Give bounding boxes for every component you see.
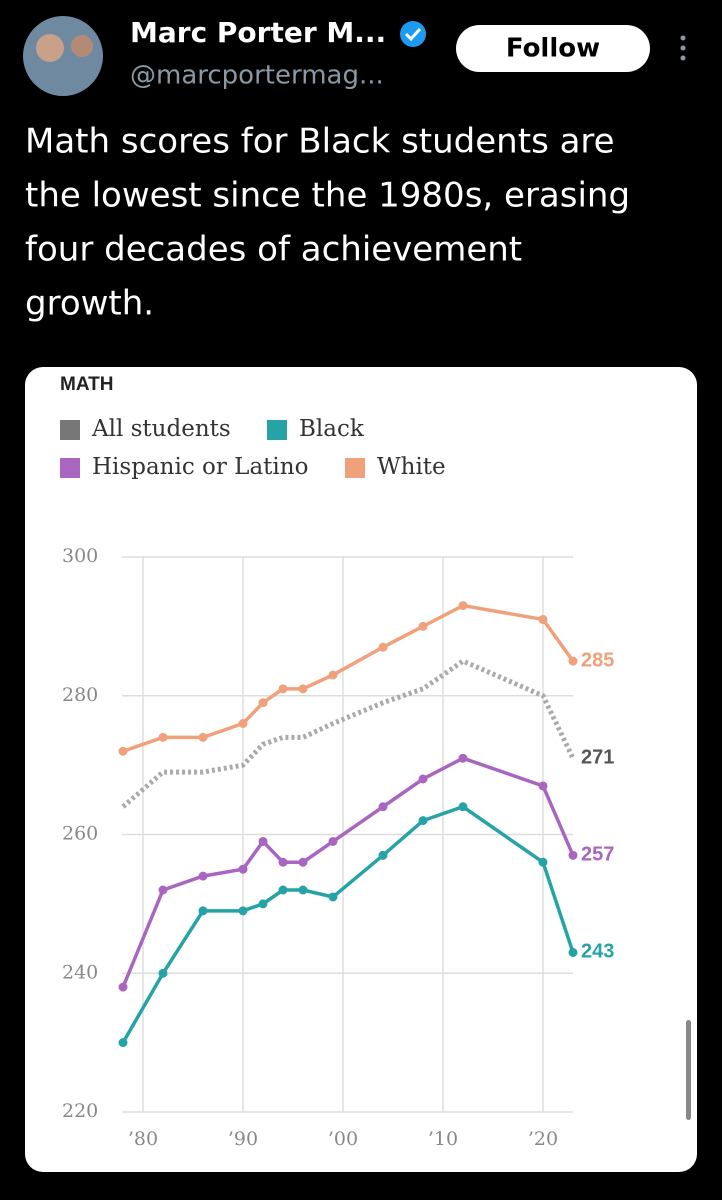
data-point <box>568 656 578 666</box>
x-tick-label: ’90 <box>228 1128 258 1150</box>
data-point <box>278 885 288 895</box>
data-point <box>328 670 338 680</box>
badge <box>400 21 426 47</box>
tweet-text-line: four decades of achievement <box>25 230 522 270</box>
end-label: 285 <box>581 649 614 671</box>
dot <box>680 35 686 41</box>
data-point <box>298 885 308 895</box>
badge-check <box>404 27 422 42</box>
y-tick-label: 300 <box>62 545 98 567</box>
end-label: 243 <box>581 941 614 963</box>
avatar-face <box>71 35 93 57</box>
data-point <box>568 850 578 860</box>
end-label: 271 <box>581 746 614 768</box>
data-point <box>198 906 208 916</box>
data-point <box>538 614 548 624</box>
data-point <box>538 781 548 791</box>
follow-button[interactable] <box>456 25 650 72</box>
follow-label: Follow <box>506 34 600 64</box>
author-name[interactable]: Marc Porter M... <box>130 16 386 49</box>
legend-swatch <box>60 420 80 440</box>
tweet-text-line: Math scores for Black students are <box>25 122 615 162</box>
data-point <box>118 746 128 756</box>
data-point <box>378 850 388 860</box>
data-point <box>458 753 468 763</box>
dot <box>680 45 686 51</box>
tweet-text-line: the lowest since the 1980s, erasing <box>25 176 630 216</box>
data-point <box>158 885 168 895</box>
data-point <box>458 601 468 611</box>
x-tick-label: ’10 <box>428 1128 458 1150</box>
data-point <box>278 684 288 694</box>
data-point <box>538 857 548 867</box>
legend-label: All students <box>91 416 231 442</box>
data-point <box>568 947 578 957</box>
data-point <box>238 719 248 728</box>
x-tick-label: ’20 <box>528 1128 558 1150</box>
avatar-face <box>36 34 64 62</box>
data-point <box>198 732 208 742</box>
data-point <box>458 802 468 812</box>
verified-badge <box>400 21 426 47</box>
data-point <box>278 857 288 867</box>
y-tick-label: 220 <box>62 1100 98 1122</box>
legend-swatch <box>60 458 80 478</box>
data-point <box>328 892 338 902</box>
chart-card[interactable] <box>25 367 697 1172</box>
legend-label: Hispanic or Latino <box>92 454 308 480</box>
data-point <box>328 836 338 846</box>
data-point <box>258 698 268 708</box>
data-point <box>198 871 208 881</box>
data-point <box>378 642 388 652</box>
data-point <box>418 621 428 631</box>
author-handle[interactable]: @marcportermag... <box>130 61 384 91</box>
data-point <box>118 982 128 992</box>
data-point <box>158 968 168 978</box>
end-label: 257 <box>581 844 614 866</box>
legend-label: Black <box>299 416 365 442</box>
chart-title: MATH <box>60 374 113 395</box>
legend-swatch <box>267 420 287 440</box>
scrollbar <box>686 1020 691 1120</box>
data-point <box>238 906 248 916</box>
data-point <box>258 836 268 846</box>
tweet-text-line: growth. <box>25 284 154 324</box>
series-line <box>121 658 576 809</box>
data-point <box>258 899 268 909</box>
more-menu[interactable] <box>680 35 686 61</box>
y-tick-label: 280 <box>62 684 98 706</box>
data-point <box>418 816 428 826</box>
legend-swatch <box>345 458 365 478</box>
data-point <box>238 864 248 874</box>
avatar[interactable] <box>23 16 103 96</box>
dot <box>680 55 686 61</box>
data-point <box>158 732 168 742</box>
legend-label: White <box>377 454 446 480</box>
y-tick-label: 240 <box>62 961 98 983</box>
data-point <box>298 684 308 694</box>
x-tick-label: ’80 <box>128 1128 158 1150</box>
data-point <box>118 1038 128 1048</box>
data-point <box>378 802 388 812</box>
data-point <box>418 774 428 784</box>
y-tick-label: 260 <box>62 823 98 845</box>
data-point <box>298 857 308 867</box>
x-tick-label: ’00 <box>328 1128 358 1150</box>
